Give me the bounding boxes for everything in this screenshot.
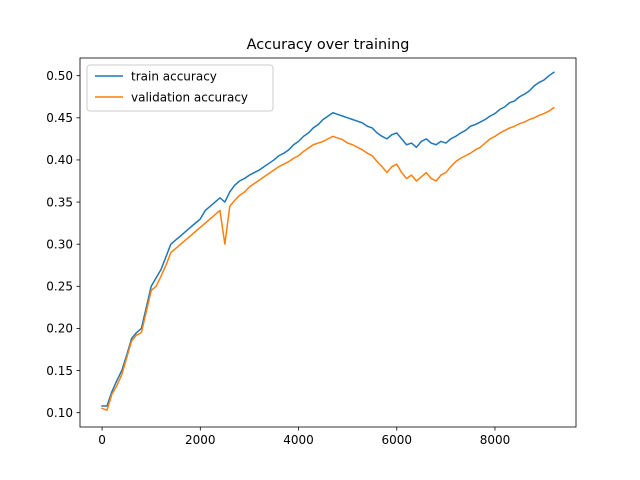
y-tick-label: 0.50 [46, 69, 73, 83]
x-tick-label: 0 [98, 433, 106, 447]
series-line-validation-accuracy [101, 106, 555, 411]
y-tick-label: 0.45 [46, 111, 73, 125]
x-axis-ticks: 0 2000 4000 6000 8000 [98, 427, 510, 447]
y-tick-label: 0.40 [46, 153, 73, 167]
x-tick-label: 8000 [480, 433, 511, 447]
legend: train accuracy validation accuracy [86, 64, 274, 112]
chart-title: Accuracy over training [247, 37, 410, 53]
y-tick-label: 0.25 [46, 280, 73, 294]
legend-box [86, 64, 274, 112]
y-tick-label: 0.20 [46, 322, 73, 336]
x-tick-label: 2000 [185, 433, 216, 447]
series-layer [101, 71, 555, 411]
legend-label: validation accuracy [131, 90, 248, 104]
y-tick-label: 0.15 [46, 364, 73, 378]
x-tick-label: 6000 [381, 433, 412, 447]
x-tick-label: 4000 [283, 433, 314, 447]
y-tick-label: 0.35 [46, 195, 73, 209]
y-tick-label: 0.10 [46, 406, 73, 420]
y-tick-label: 0.30 [46, 237, 73, 251]
axes-frame [79, 57, 577, 428]
series-line-train-accuracy [101, 71, 555, 407]
legend-label: train accuracy [131, 69, 217, 83]
y-axis-ticks: 0.10 0.15 0.20 0.25 0.30 0.35 0.40 0.45 0.50 [46, 69, 80, 420]
